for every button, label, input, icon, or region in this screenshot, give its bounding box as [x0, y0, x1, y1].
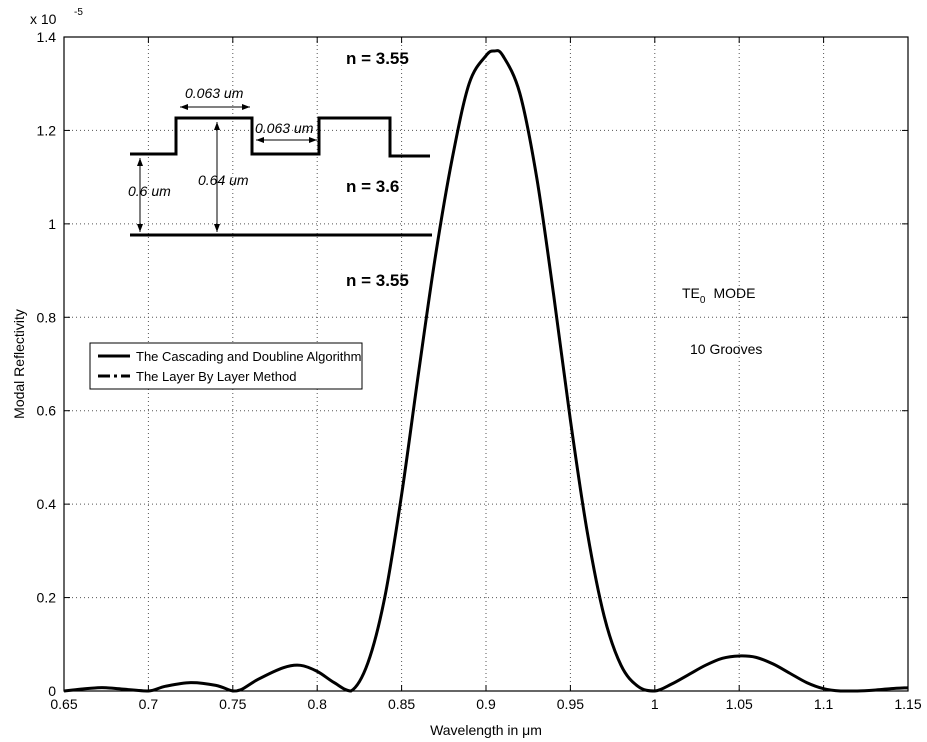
y-tick-label: 1.2 — [37, 122, 57, 138]
y-tick-label: 0.6 — [37, 403, 57, 419]
series-cascading-line — [63, 49, 909, 693]
x-tick-label: 0.9 — [476, 696, 496, 712]
index-middle: n = 3.6 — [346, 177, 399, 196]
mode-rest: MODE — [713, 285, 755, 301]
arrowhead — [242, 104, 250, 110]
x-tick-label: 0.95 — [557, 696, 584, 712]
y-tick-label: 0.4 — [37, 496, 57, 512]
x-tick-label: 1 — [651, 696, 659, 712]
legend-entry-0: The Cascading and Doubline Algorithm — [136, 349, 361, 364]
y-tick-labels: 0 0.2 0.4 0.6 0.8 1 1.2 1.4 — [37, 29, 57, 699]
legend: The Cascading and Doubline Algorithm The… — [89, 342, 363, 390]
dim-height-1: 0.6 um — [128, 183, 171, 199]
dim-width-2: 0.063 um — [255, 120, 314, 136]
grid-lines — [64, 37, 908, 691]
x-tick-label: 0.75 — [219, 696, 246, 712]
x-tick-label: 1.1 — [814, 696, 834, 712]
dim-height-2: 0.64 um — [198, 172, 249, 188]
arrowhead — [137, 224, 143, 232]
arrowhead — [214, 122, 220, 130]
grooves-label: 10 Grooves — [690, 341, 762, 357]
y-tick-label: 0.2 — [37, 590, 57, 606]
arrowhead — [214, 224, 220, 232]
x-tick-label: 1.05 — [726, 696, 753, 712]
y-scale-exponent: -5 — [74, 7, 83, 18]
x-tick-labels: 0.65 0.7 0.75 0.8 0.85 0.9 0.95 1 1.05 1.1 1.15 — [50, 696, 921, 712]
y-tick-label: 0.8 — [37, 309, 57, 325]
grating-profile — [130, 116, 430, 158]
index-bottom: n = 3.55 — [346, 271, 409, 290]
y-tick-label: 0 — [48, 683, 56, 699]
y-axis-label: Modal Reflectivity — [11, 309, 27, 419]
y-tick-label: 1.4 — [37, 29, 57, 45]
index-top: n = 3.55 — [346, 49, 409, 68]
x-tick-label: 0.85 — [388, 696, 415, 712]
arrowhead — [180, 104, 188, 110]
legend-entry-1: The Layer By Layer Method — [136, 369, 296, 384]
x-tick-label: 0.65 — [50, 696, 77, 712]
arrowhead — [137, 158, 143, 166]
mode-subscript: 0 — [700, 295, 706, 306]
dim-width-1: 0.063 um — [185, 85, 244, 101]
mode-annotation: TE0 MODE 10 Grooves — [682, 285, 762, 357]
y-tick-label: 1 — [48, 216, 56, 232]
y-scale-prefix: x 10 — [30, 11, 57, 27]
legend-box — [89, 342, 363, 390]
mode-main: TE — [682, 285, 700, 301]
arrowhead — [309, 137, 317, 143]
waveguide-structure-inset: 0.063 um 0.063 um 0.6 um 0.64 um n = 3.5… — [128, 49, 432, 290]
x-axis-label: Wavelength in μm — [430, 722, 542, 738]
x-tick-label: 0.8 — [307, 696, 327, 712]
x-tick-label: 1.15 — [894, 696, 921, 712]
x-tick-label: 0.7 — [139, 696, 159, 712]
arrowhead — [256, 137, 264, 143]
